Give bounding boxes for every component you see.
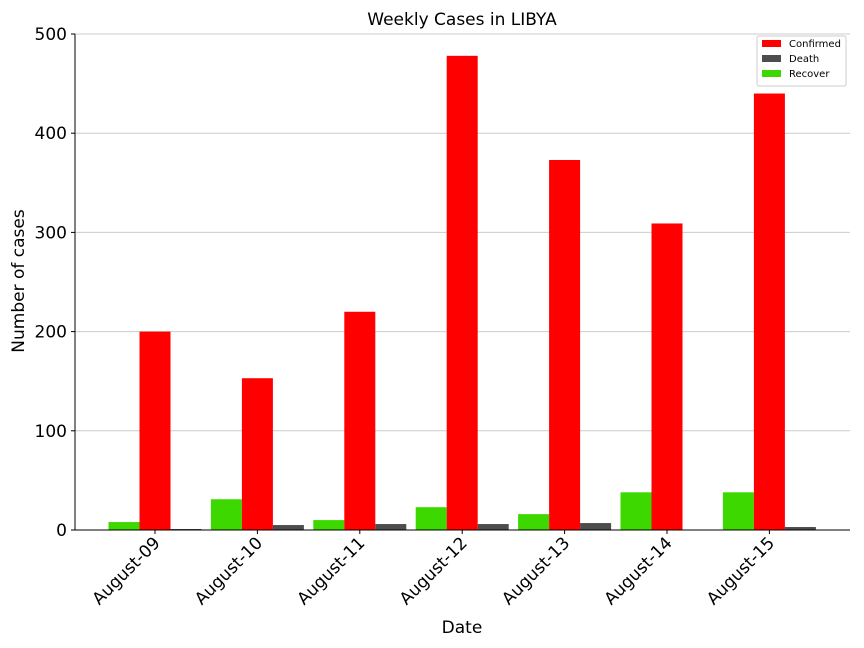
bar-confirmed-august-09 — [139, 331, 171, 530]
bar-recover-august-13 — [518, 514, 550, 530]
legend-swatch-death — [762, 55, 781, 62]
y-tick-label: 100 — [35, 422, 67, 442]
bar-confirmed-august-13 — [549, 159, 581, 530]
x-tick-label: August-09 — [89, 533, 165, 609]
x-tick-label: August-15 — [703, 533, 779, 609]
bar-death-august-10 — [272, 525, 304, 530]
legend-label-death: Death — [789, 54, 819, 65]
y-axis-label: Number of cases — [9, 209, 29, 353]
bar-recover-august-14 — [620, 492, 652, 530]
bar-death-august-15 — [784, 527, 816, 530]
y-tick-label: 0 — [56, 521, 67, 541]
x-axis-label: Date — [442, 618, 483, 638]
y-tick-labels: 0 100 200 300 400 500 — [35, 25, 75, 541]
bar-recover-august-09 — [108, 522, 140, 530]
legend-swatch-recover — [762, 70, 781, 77]
y-tick-label: 300 — [35, 223, 67, 243]
bar-death-august-11 — [375, 524, 407, 530]
bar-recover-august-10 — [210, 499, 242, 530]
bar-confirmed-august-11 — [344, 311, 376, 530]
legend: Confirmed Death Recover — [756, 35, 847, 87]
bar-recover-august-15 — [722, 492, 754, 530]
bars — [108, 55, 816, 531]
bar-death-august-12 — [477, 524, 509, 530]
chart-title: Weekly Cases in LIBYA — [367, 10, 557, 30]
x-tick-label: August-14 — [601, 533, 677, 609]
y-tick-label: 400 — [35, 124, 67, 144]
y-tick-label: 500 — [35, 25, 67, 45]
legend-label-confirmed: Confirmed — [789, 39, 841, 50]
y-tick-label: 200 — [35, 323, 67, 343]
bar-death-august-13 — [580, 523, 612, 530]
x-tick-label: August-13 — [498, 533, 574, 609]
bar-confirmed-august-10 — [241, 378, 273, 530]
legend-label-recover: Recover — [789, 69, 830, 80]
bar-confirmed-august-12 — [446, 55, 478, 530]
bar-recover-august-11 — [313, 520, 345, 530]
x-tick-label: August-11 — [293, 533, 369, 609]
bar-confirmed-august-15 — [753, 93, 785, 531]
x-tick-label: August-12 — [396, 533, 472, 609]
legend-swatch-confirmed — [762, 40, 781, 47]
bar-confirmed-august-14 — [651, 223, 683, 531]
bar-recover-august-12 — [415, 507, 447, 530]
x-tick-labels: August-09 August-10 August-11 August-12 Augu… — [89, 530, 779, 609]
x-tick-label: August-10 — [191, 533, 267, 609]
